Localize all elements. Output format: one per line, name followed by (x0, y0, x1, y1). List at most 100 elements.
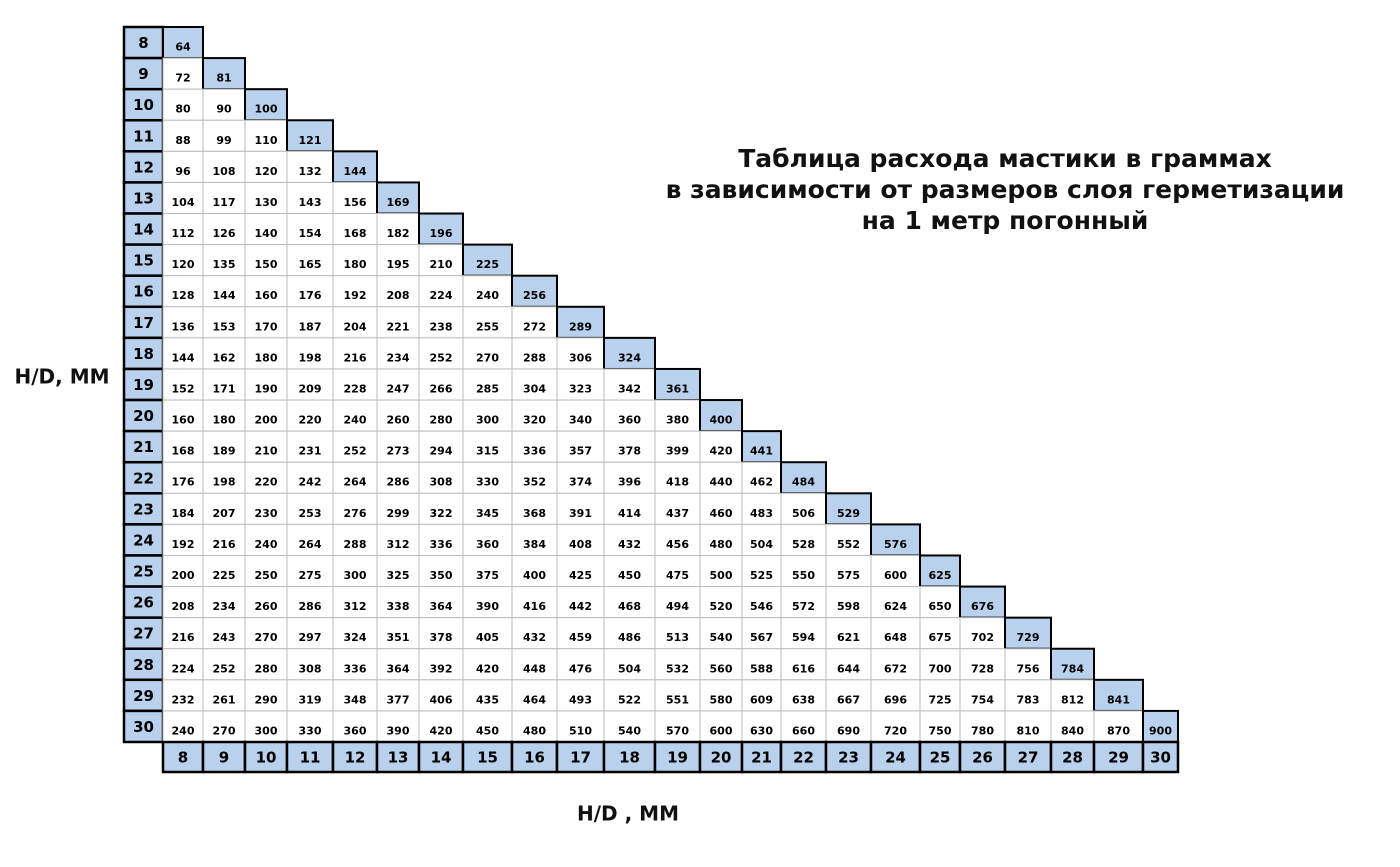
column-header: 21 (751, 749, 772, 767)
cell-value: 242 (299, 476, 322, 489)
cell (462, 306, 513, 339)
cell (699, 430, 743, 463)
diagonal-cell (825, 492, 872, 526)
cell-value: 150 (255, 258, 278, 271)
cell-value: 176 (299, 289, 322, 302)
column-header: 27 (1018, 749, 1039, 767)
cell-value: 399 (666, 445, 689, 458)
row-header: 11 (133, 127, 154, 145)
cell-value: 377 (387, 693, 410, 706)
cell (376, 710, 420, 743)
cell-value: 144 (172, 351, 195, 364)
cell-value: 196 (430, 227, 453, 240)
cell-value: 184 (172, 507, 195, 520)
cell-value: 728 (971, 662, 994, 675)
cell (511, 306, 558, 339)
cell (202, 710, 246, 743)
cell (286, 648, 334, 681)
cell-value: 480 (523, 724, 546, 737)
cell-value: 462 (750, 476, 773, 489)
cell (511, 399, 558, 432)
cell (286, 213, 334, 246)
column-header-cell (698, 740, 744, 774)
cell-value: 420 (430, 724, 453, 737)
cell-value: 414 (618, 507, 641, 520)
cell-value: 192 (344, 289, 367, 302)
cell-value: 306 (569, 351, 592, 364)
cell-value: 391 (569, 507, 592, 520)
cell (780, 554, 827, 588)
cell (286, 337, 334, 370)
cell-value: 420 (476, 662, 499, 675)
cell-value: 234 (387, 351, 410, 364)
cell (162, 461, 204, 494)
cell-value: 152 (172, 382, 195, 395)
cell (244, 150, 288, 183)
row-header: 16 (133, 283, 154, 301)
cell-value: 810 (1017, 724, 1040, 737)
row-header: 22 (133, 469, 154, 487)
cell-value: 189 (213, 445, 236, 458)
diagonal-cell (959, 585, 1006, 619)
cell-value: 209 (299, 382, 322, 395)
cell-value: 870 (1107, 724, 1130, 737)
cell (699, 648, 743, 681)
cell (654, 679, 701, 712)
cell-value: 720 (884, 724, 907, 737)
row-header: 28 (133, 656, 154, 674)
cell-value: 378 (618, 445, 641, 458)
row-header: 29 (133, 687, 154, 705)
cell-value: 308 (430, 476, 453, 489)
diagonal-cell (780, 461, 827, 495)
cell-value: 312 (387, 538, 410, 551)
cell (556, 461, 605, 494)
column-header-cell (161, 740, 205, 774)
cell (202, 586, 246, 619)
cell-value: 630 (750, 724, 773, 737)
cell-value: 638 (792, 693, 815, 706)
cell (244, 213, 288, 246)
cell-value: 264 (299, 538, 322, 551)
cell-value: 425 (569, 569, 592, 582)
cell-value: 570 (666, 724, 689, 737)
cell-value: 567 (750, 631, 773, 644)
column-header: 30 (1150, 749, 1171, 767)
cell-value: 754 (971, 693, 994, 706)
cell-value: 256 (523, 289, 546, 302)
cell-value: 330 (299, 724, 322, 737)
cell-value: 375 (476, 569, 499, 582)
cell-value: 308 (299, 662, 322, 675)
cell (556, 679, 605, 712)
column-header-cell (510, 740, 559, 774)
cell (741, 648, 782, 681)
cell-value: 357 (569, 445, 592, 458)
cell-value: 441 (750, 445, 773, 458)
cell (870, 554, 921, 588)
cell-value: 729 (1017, 631, 1040, 644)
cell (376, 554, 420, 588)
cell-value: 323 (569, 382, 592, 395)
cell-value: 812 (1061, 693, 1084, 706)
cell-value: 351 (387, 631, 410, 644)
cell (202, 368, 246, 401)
cell (603, 399, 656, 432)
cell-value: 600 (710, 724, 733, 737)
diagonal-cell (244, 88, 288, 122)
cell (332, 244, 378, 277)
cell-value: 264 (344, 476, 367, 489)
cell-value: 120 (255, 165, 278, 178)
cell-value: 275 (299, 569, 322, 582)
cell-value: 154 (299, 227, 322, 240)
cell (556, 430, 605, 463)
row-header-cell (122, 523, 165, 557)
cell (603, 679, 656, 712)
cell-value: 198 (299, 351, 322, 364)
cell-value: 319 (299, 693, 322, 706)
cell (418, 430, 464, 463)
row-header: 10 (133, 96, 154, 114)
cell (1093, 710, 1144, 743)
cell-value: 165 (299, 258, 322, 271)
cell (244, 337, 288, 370)
cell (462, 368, 513, 401)
row-header: 12 (133, 158, 154, 176)
